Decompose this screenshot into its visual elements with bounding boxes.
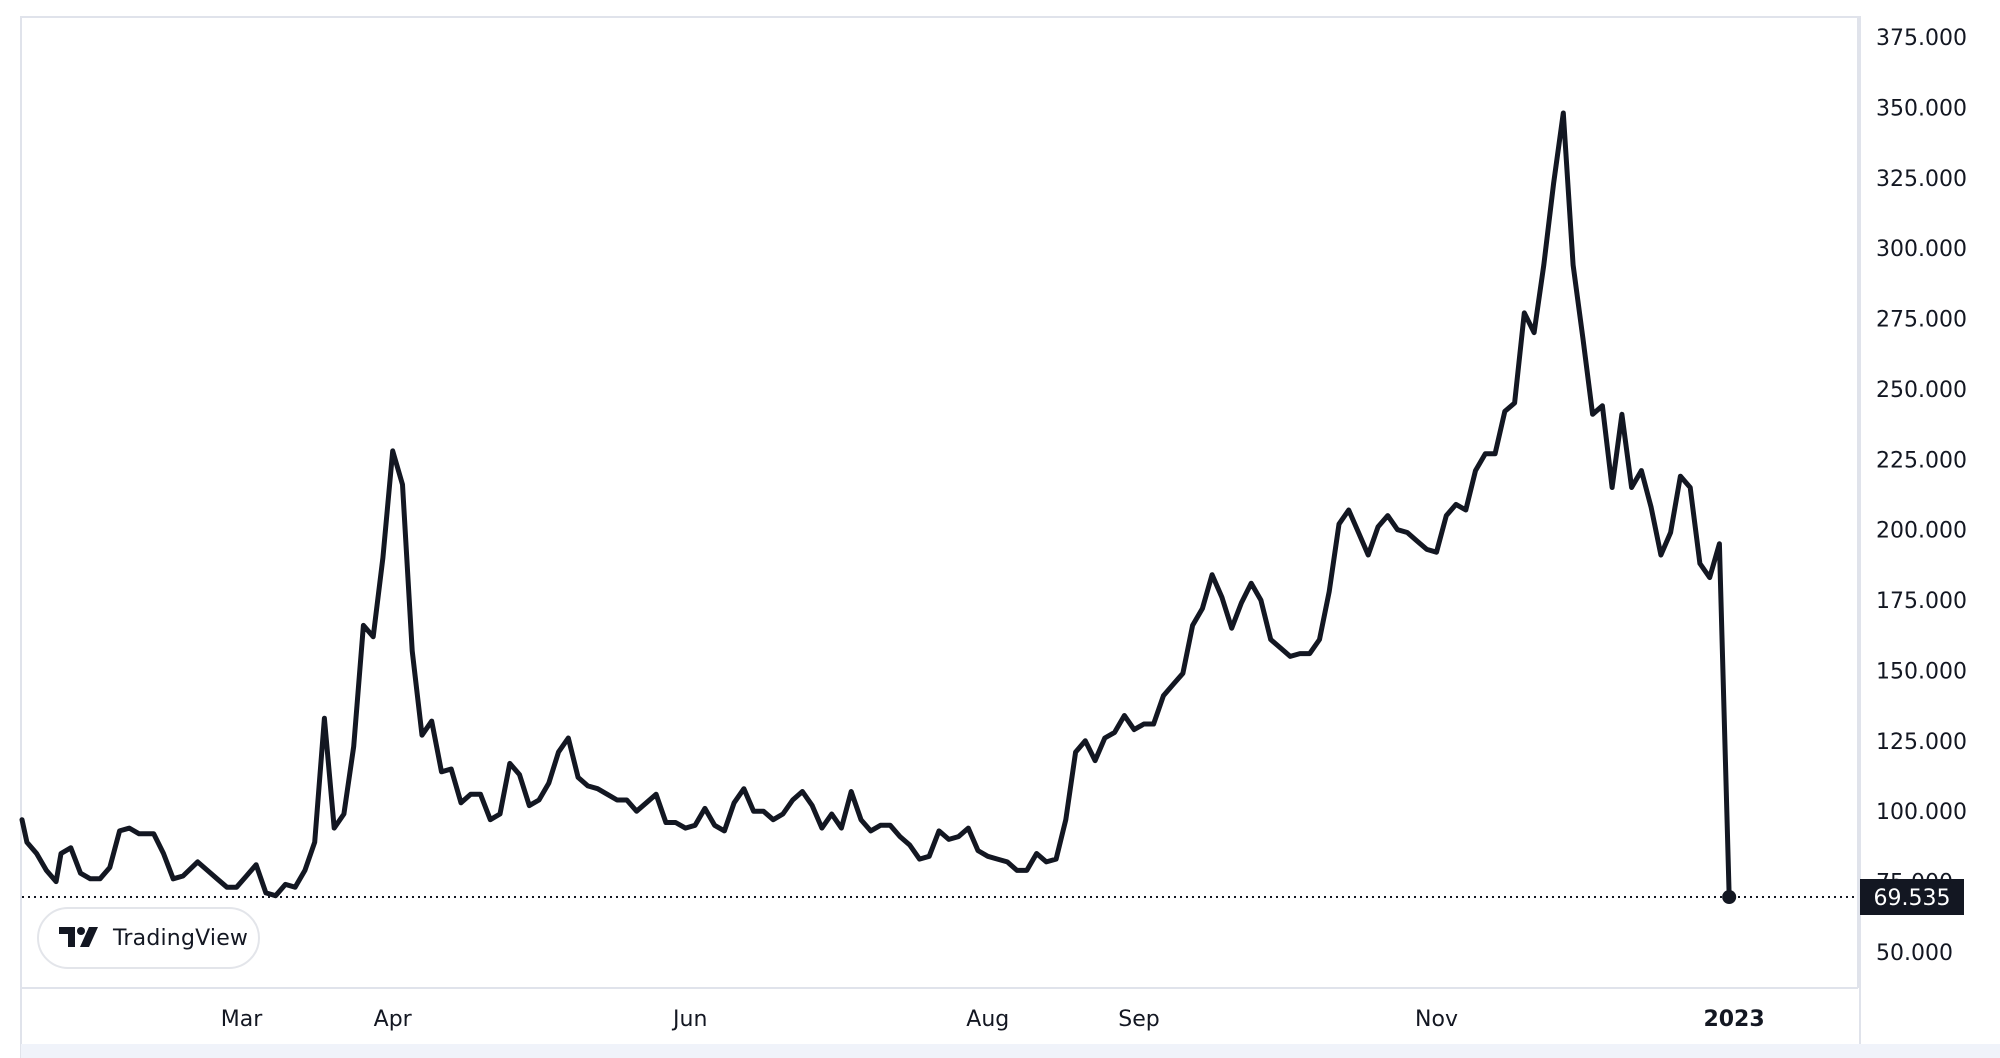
bottom-scroll-strip xyxy=(21,1044,2000,1058)
x-tick-label: Mar xyxy=(221,1007,263,1032)
tradingview-watermark[interactable]: TradingView xyxy=(37,907,260,969)
watermark-label: TradingView xyxy=(113,925,249,951)
chart-frame xyxy=(20,16,1861,1058)
series-line xyxy=(19,110,1732,900)
y-tick-label: 125.000 xyxy=(1876,730,1967,755)
series-layer xyxy=(19,110,1732,900)
y-tick-label: 350.000 xyxy=(1876,96,1967,121)
y-tick-label: 225.000 xyxy=(1876,448,1967,473)
y-tick-label: 175.000 xyxy=(1876,589,1967,614)
y-tick-label: 275.000 xyxy=(1876,308,1967,333)
y-tick-label: 375.000 xyxy=(1876,26,1967,51)
y-tick-label: 50.000 xyxy=(1876,941,1953,966)
price-axis[interactable]: 375.000 350.000 325.000 300.000 275.000 250.0… xyxy=(1876,26,1967,966)
x-tick-label: Apr xyxy=(374,1007,413,1032)
x-tick-label: Sep xyxy=(1118,1007,1159,1032)
x-tick-label: Jun xyxy=(671,1007,707,1032)
y-tick-label: 100.000 xyxy=(1876,800,1967,825)
x-tick-label: Aug xyxy=(966,1007,1009,1032)
last-price-label: 69.535 xyxy=(1874,886,1951,911)
last-price-dot xyxy=(1722,890,1737,905)
last-price-tag xyxy=(1860,879,1964,916)
y-tick-label: 200.000 xyxy=(1876,519,1967,544)
y-tick-label: 150.000 xyxy=(1876,659,1967,684)
x-tick-label: 2023 xyxy=(1703,1007,1764,1032)
time-axis[interactable]: Mar Apr Jun Aug Sep Nov 2023 xyxy=(221,1007,1765,1032)
last-price-layer: 69.535 xyxy=(22,879,1964,916)
x-tick-label: Nov xyxy=(1415,1007,1458,1032)
tradingview-logo-icon xyxy=(59,927,98,947)
y-tick-label: 325.000 xyxy=(1876,167,1967,192)
y-tick-label: 250.000 xyxy=(1876,378,1967,403)
y-tick-label: 300.000 xyxy=(1876,237,1967,262)
